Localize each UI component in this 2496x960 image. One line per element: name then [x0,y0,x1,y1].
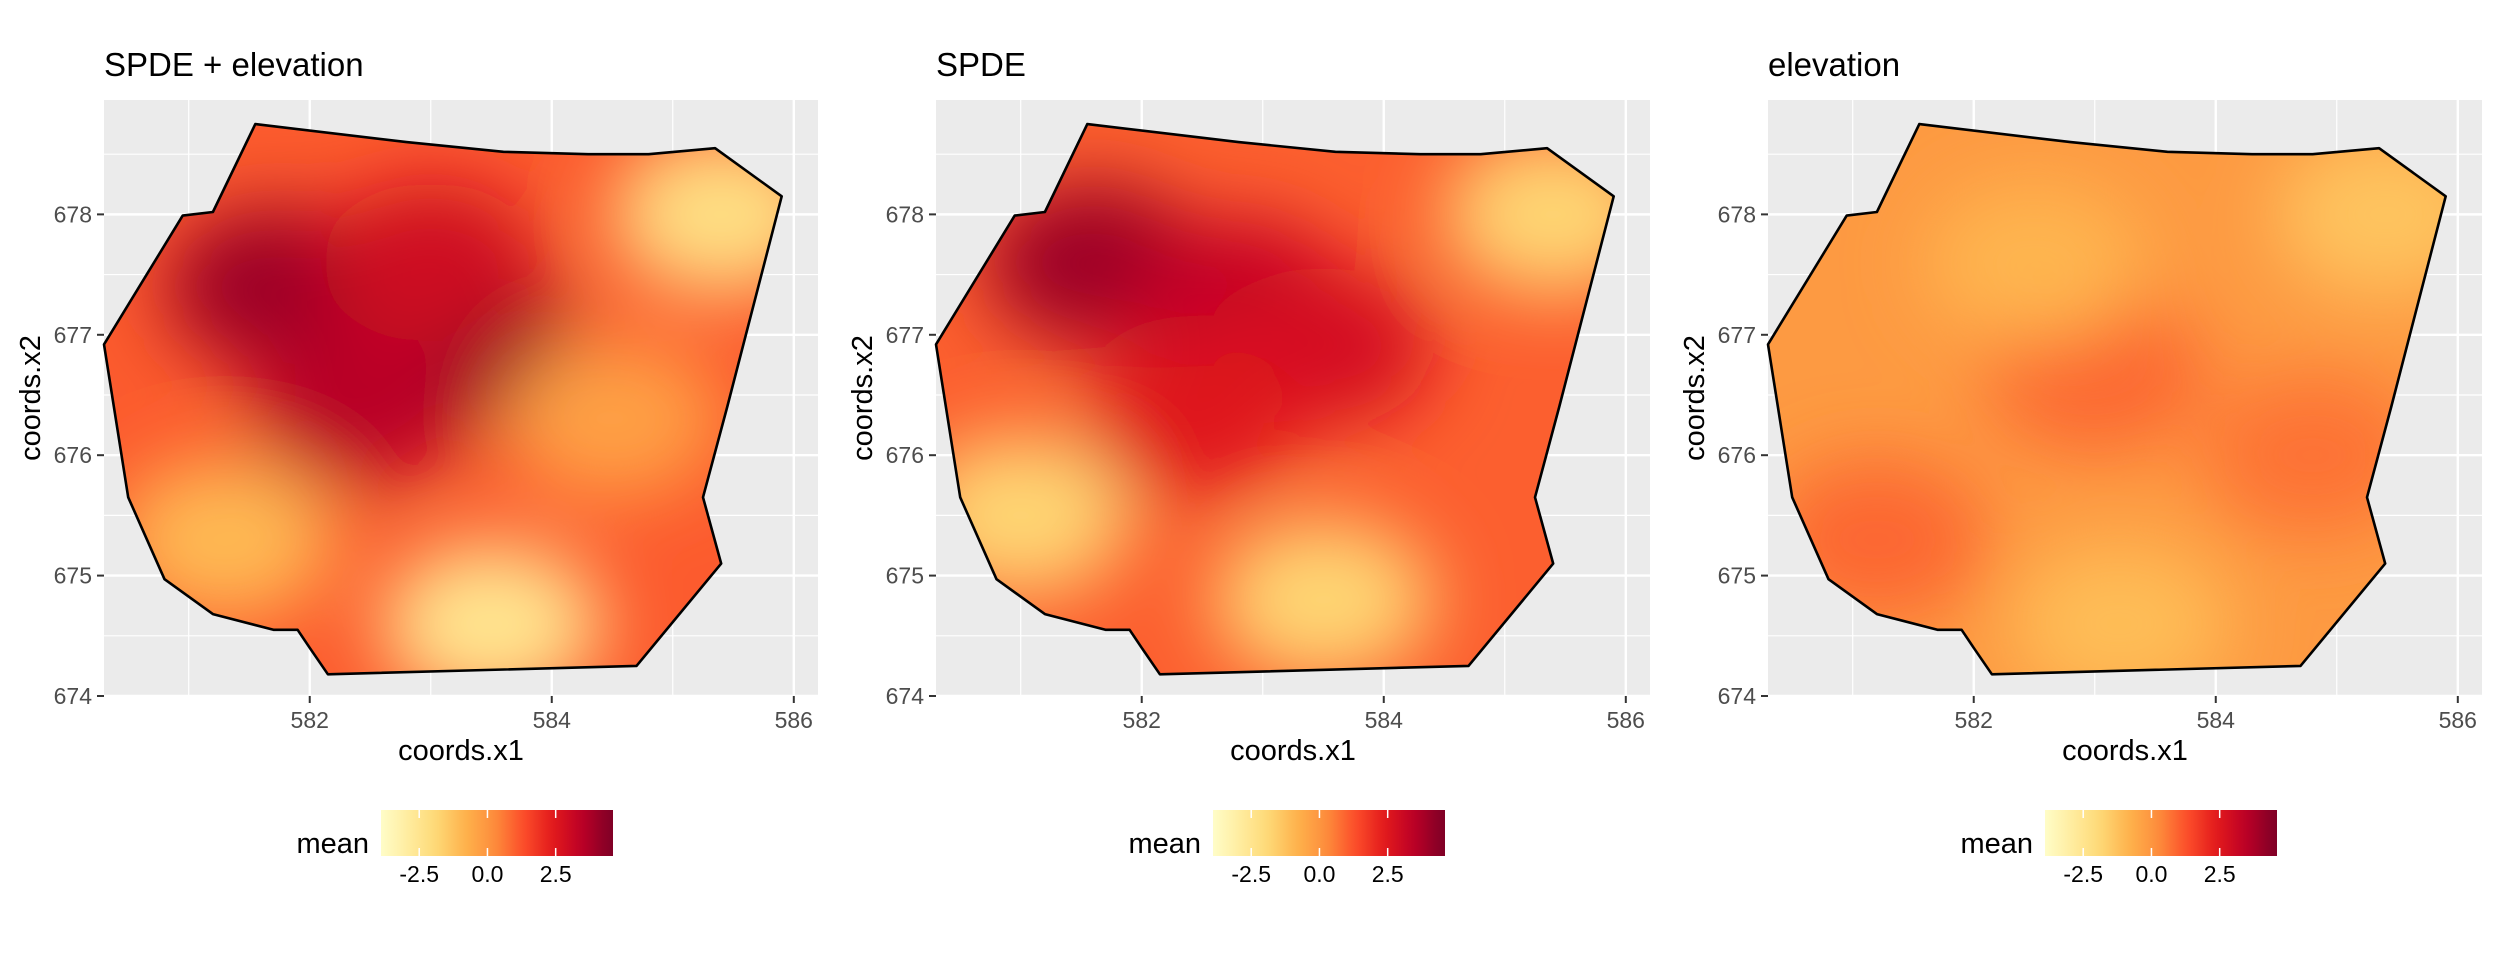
legend-tick-label: 2.5 [540,861,572,887]
field-point-3 [1924,182,2145,343]
y-tick-label: 674 [886,683,925,709]
y-axis-title: coords.x2 [847,335,879,461]
legend-tick-label: -2.5 [2063,861,2103,887]
y-tick-label: 678 [54,201,92,227]
x-axis-title: coords.x1 [398,735,524,767]
x-axis-title: coords.x1 [2062,735,2188,767]
panel-spde-elevation: SPDE + elevation coords.x1 coords.x2 mea… [15,46,818,887]
legend-tick-label: 0.0 [1303,861,1335,887]
field-point-5 [1213,519,1434,675]
legend-title: mean [1128,828,1201,860]
x-tick-label: 586 [1607,707,1645,733]
boundary-polygon [102,122,784,676]
legend-colorbar [381,810,613,856]
x-tick-label: 584 [1365,707,1404,733]
y-tick-label: 676 [886,442,924,468]
legend-tick-label: 2.5 [2204,861,2236,887]
field-point-6 [115,459,336,620]
y-tick-label: 678 [886,201,924,227]
y-tick-label: 674 [54,683,93,709]
x-tick-label: 586 [2439,707,2477,733]
y-tick-label: 675 [1718,563,1756,589]
y-tick-label: 675 [886,563,924,589]
x-tick-label: 582 [291,707,329,733]
field-point-5 [381,543,602,675]
y-tick-label: 678 [1718,201,1756,227]
field-point-5 [2008,543,2229,675]
legend-colorbar [2045,810,2277,856]
legend-tick-label: -2.5 [399,861,439,887]
y-axis-title: coords.x2 [1679,335,1711,461]
x-axis-title: coords.x1 [1230,735,1356,767]
x-tick-label: 582 [1123,707,1161,733]
y-tick-label: 676 [54,442,92,468]
legend-tick-label: 0.0 [471,861,503,887]
y-tick-label: 674 [1718,683,1757,709]
panel-title: elevation [1768,46,1900,83]
y-tick-label: 677 [1718,322,1756,348]
boundary-polygon [934,122,1615,676]
legend-title: mean [296,828,369,860]
x-tick-label: 582 [1955,707,1993,733]
field-point-3 [1080,339,1301,500]
field-point-7 [502,339,723,500]
x-tick-label: 586 [775,707,813,733]
y-tick-label: 675 [54,563,92,589]
x-tick-label: 584 [533,707,572,733]
legend-tick-label: -2.5 [1231,861,1271,887]
legend-colorbar [1213,810,1445,856]
field-point-3 [320,182,541,343]
panel-elevation: elevation coords.x1 coords.x2 mean 582 58… [1679,46,2482,887]
panel-title: SPDE + elevation [104,46,364,83]
field-point-2 [248,327,469,488]
y-tick-label: 677 [886,322,924,348]
legend-title: mean [1960,828,2033,860]
x-tick-label: 584 [2197,707,2236,733]
y-axis-title: coords.x2 [15,335,47,461]
panel-spde: SPDE coords.x1 coords.x2 mean 582 584 586 6… [847,46,1650,887]
boundary-polygon [1766,122,2447,676]
panel-title: SPDE [936,46,1026,83]
legend-tick-label: 0.0 [2135,861,2167,887]
y-tick-label: 676 [1718,442,1756,468]
legend-tick-label: 2.5 [1372,861,1404,887]
y-tick-label: 677 [54,322,92,348]
